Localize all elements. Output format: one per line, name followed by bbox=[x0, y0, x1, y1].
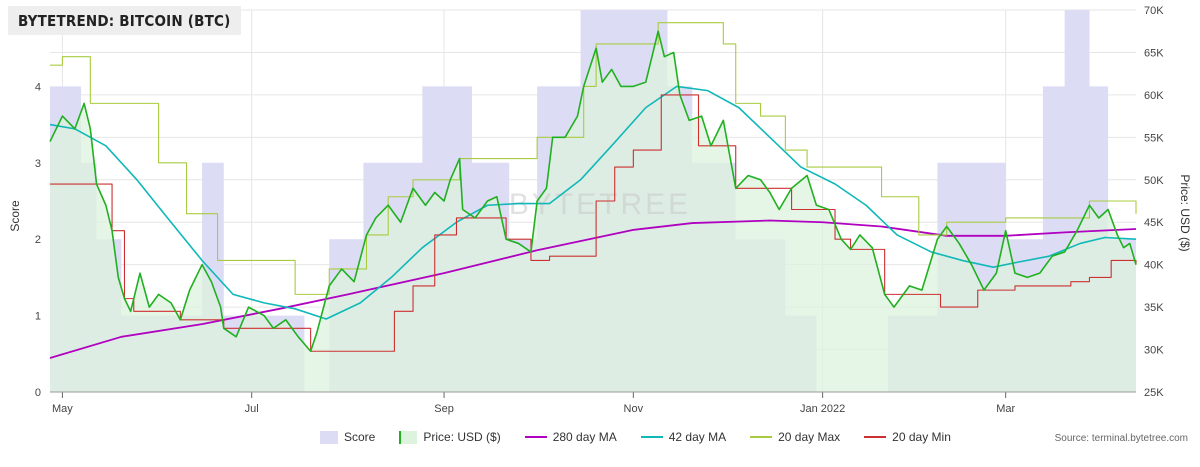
price-area-fill bbox=[50, 31, 1136, 392]
legend-label-score: Score bbox=[344, 430, 376, 444]
y-tick-left: 0 bbox=[35, 387, 41, 399]
legend-item-20min[interactable]: 20 day Min bbox=[864, 430, 951, 444]
source-note: Source: terminal.bytetree.com bbox=[1054, 433, 1188, 444]
legend-swatch-price bbox=[399, 430, 418, 444]
legend-swatch-42ma bbox=[640, 436, 663, 438]
legend-label-price: Price: USD ($) bbox=[423, 430, 501, 444]
legend-label-280ma: 280 day MA bbox=[552, 430, 617, 444]
x-tick-label: Sep bbox=[434, 403, 454, 415]
legend-label-42ma: 42 day MA bbox=[668, 430, 727, 444]
y-tick-right: 65K bbox=[1144, 47, 1164, 59]
legend-item-20max[interactable]: 20 day Max bbox=[750, 430, 840, 444]
legend-label-20max: 20 day Max bbox=[778, 430, 841, 444]
legend-item-price[interactable]: Price: USD ($) bbox=[399, 430, 501, 444]
legend-item-42ma[interactable]: 42 day MA bbox=[640, 430, 727, 444]
legend-item-score[interactable]: Score bbox=[320, 430, 375, 444]
y-tick-right: 40K bbox=[1144, 260, 1164, 272]
legend-swatch-20max bbox=[750, 436, 773, 438]
legend-swatch-20min bbox=[864, 436, 887, 438]
y-tick-right: 70K bbox=[1144, 5, 1164, 17]
x-tick-label: May bbox=[52, 403, 73, 415]
y-tick-left: 4 bbox=[35, 81, 41, 93]
legend-swatch-280ma bbox=[524, 436, 547, 438]
y-axis-left-label: Score bbox=[8, 200, 22, 232]
y-tick-left: 3 bbox=[35, 158, 41, 170]
legend: Score Price: USD ($) 280 day MA 42 day M… bbox=[320, 428, 975, 446]
x-tick-label: Mar bbox=[996, 403, 1015, 415]
max20-line bbox=[50, 22, 1137, 295]
ma280-line bbox=[49, 219, 1137, 359]
axes: 25K 30K 35K 40K 45K 50K 55K 60K 65K 70K 0 1 2 3 4 May Ju… bbox=[35, 5, 1164, 415]
price-line bbox=[49, 30, 1137, 353]
y-tick-right: 25K bbox=[1144, 387, 1164, 399]
legend-label-20min: 20 day Min bbox=[892, 430, 951, 444]
chart-title: BYTETREND: BITCOIN (BTC) bbox=[8, 6, 241, 35]
y-tick-right: 50K bbox=[1144, 175, 1164, 187]
legend-swatch-score bbox=[320, 430, 338, 444]
series-lines bbox=[49, 22, 1137, 359]
x-tick-label: Jul bbox=[245, 403, 259, 415]
price-area bbox=[50, 31, 1136, 392]
watermark: BYTETREE bbox=[509, 188, 691, 221]
y-tick-left: 1 bbox=[35, 311, 41, 323]
y-tick-right: 35K bbox=[1144, 302, 1164, 314]
x-tick-label: Jan 2022 bbox=[800, 403, 845, 415]
legend-item-280ma[interactable]: 280 day MA bbox=[524, 430, 617, 444]
y-tick-left: 2 bbox=[35, 234, 41, 246]
y-tick-right: 45K bbox=[1144, 217, 1164, 229]
y-tick-right: 30K bbox=[1144, 345, 1164, 357]
y-tick-right: 60K bbox=[1144, 90, 1164, 102]
x-tick-label: Nov bbox=[624, 403, 644, 415]
ma42-line bbox=[49, 85, 1137, 320]
y-tick-right: 55K bbox=[1144, 132, 1164, 144]
y-axis-right-label: Price: USD ($) bbox=[1178, 174, 1192, 251]
